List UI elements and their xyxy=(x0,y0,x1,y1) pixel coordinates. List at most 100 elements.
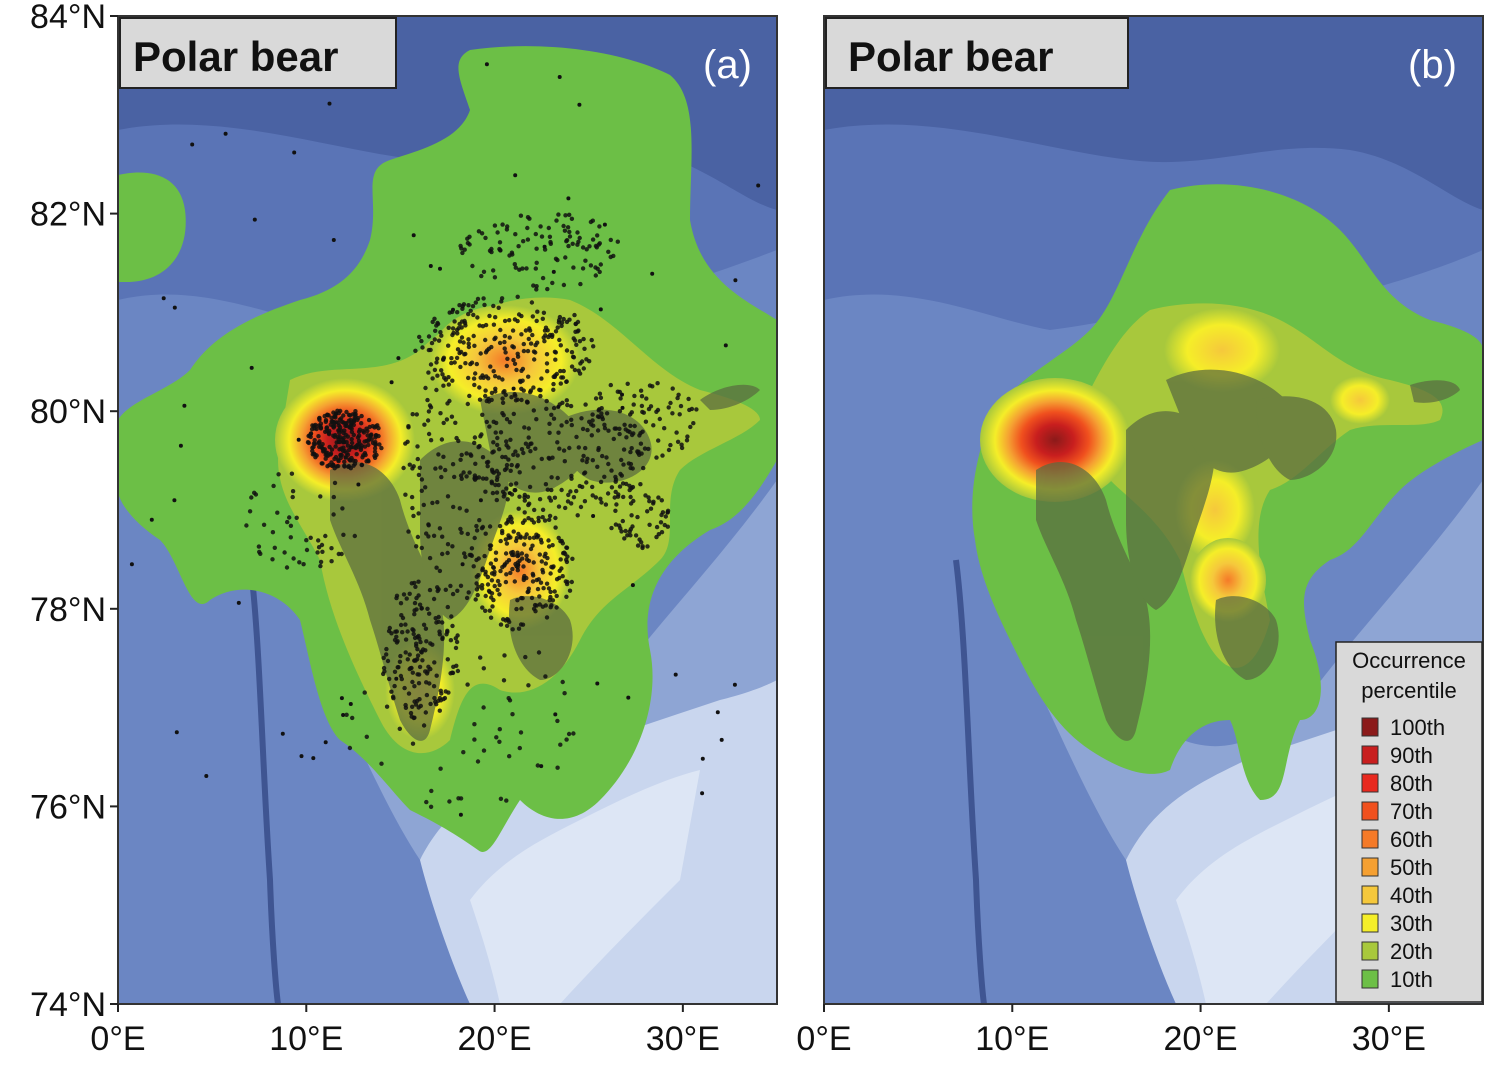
observation-point xyxy=(677,412,682,417)
observation-point xyxy=(515,318,520,324)
observation-point xyxy=(381,655,386,661)
observation-point xyxy=(574,488,579,494)
y-tick-label: 74°N xyxy=(30,986,106,1024)
observation-point xyxy=(472,535,477,541)
observation-point xyxy=(630,583,635,588)
observation-point xyxy=(337,417,342,422)
observation-point xyxy=(542,328,548,333)
observation-point xyxy=(520,266,525,271)
observation-point xyxy=(646,406,652,412)
observation-point xyxy=(392,683,397,689)
observation-point xyxy=(582,471,587,476)
observation-point xyxy=(526,683,531,688)
observation-point xyxy=(514,481,519,486)
observation-point xyxy=(513,538,519,544)
observation-point xyxy=(504,798,509,803)
observation-point xyxy=(438,330,443,335)
observation-point xyxy=(534,318,539,324)
observation-point xyxy=(440,372,445,377)
observation-point xyxy=(348,425,353,430)
observation-point xyxy=(569,216,575,221)
observation-point xyxy=(674,430,679,435)
observation-point xyxy=(425,397,430,403)
observation-point xyxy=(597,407,602,412)
observation-point xyxy=(527,484,533,490)
observation-point xyxy=(458,583,464,588)
observation-point xyxy=(430,376,435,381)
observation-point xyxy=(547,421,552,426)
observation-point xyxy=(415,534,421,540)
observation-point xyxy=(606,249,611,254)
observation-point xyxy=(651,423,656,428)
observation-point xyxy=(427,403,433,408)
observation-point xyxy=(365,428,370,434)
observation-point xyxy=(623,528,628,534)
observation-point xyxy=(403,492,408,497)
observation-point xyxy=(416,681,422,686)
observation-point xyxy=(379,761,384,766)
observation-point xyxy=(563,255,568,260)
observation-point xyxy=(460,250,465,256)
observation-point xyxy=(344,712,349,717)
observation-point xyxy=(463,351,468,357)
observation-point xyxy=(644,396,649,401)
observation-point xyxy=(532,357,537,362)
observation-point xyxy=(509,395,514,400)
observation-point xyxy=(249,495,254,500)
observation-point xyxy=(475,592,480,598)
observation-point xyxy=(497,240,503,245)
observation-point xyxy=(535,586,541,592)
observation-point xyxy=(306,433,311,439)
observation-point xyxy=(516,562,521,567)
observation-point xyxy=(424,680,429,685)
observation-point xyxy=(428,347,433,353)
observation-point xyxy=(564,348,570,353)
observation-point xyxy=(437,708,442,713)
observation-point xyxy=(558,557,563,562)
observation-point xyxy=(561,223,566,229)
observation-point xyxy=(403,702,408,708)
legend: Occurrence percentile 100th 90th 80th 70th 6… xyxy=(1335,641,1483,1003)
observation-point xyxy=(510,627,515,632)
observation-point xyxy=(619,457,624,463)
observation-point xyxy=(563,213,568,218)
observation-point xyxy=(510,344,515,349)
observation-point xyxy=(492,223,498,228)
observation-point xyxy=(571,731,576,736)
observation-point xyxy=(515,294,520,299)
observation-point xyxy=(466,303,471,308)
observation-point xyxy=(685,434,690,439)
observation-point xyxy=(403,637,409,642)
observation-point xyxy=(684,438,690,443)
panel-a-x-axis-ticks: 0°E 10°E 20°E 30°E xyxy=(90,1004,720,1058)
observation-point xyxy=(593,396,599,401)
observation-point xyxy=(282,550,287,555)
observation-point xyxy=(545,286,550,292)
observation-point xyxy=(433,699,438,704)
observation-point xyxy=(496,482,501,488)
observation-point xyxy=(497,727,502,732)
observation-point xyxy=(480,324,486,329)
observation-point xyxy=(432,695,437,701)
observation-point xyxy=(567,212,572,217)
observation-point xyxy=(417,602,423,607)
observation-point xyxy=(687,407,692,413)
observation-point xyxy=(491,419,496,424)
observation-point xyxy=(424,639,429,644)
observation-point xyxy=(540,515,545,520)
observation-point xyxy=(530,543,535,548)
observation-point xyxy=(236,600,241,605)
observation-point xyxy=(355,442,360,447)
observation-point xyxy=(472,473,478,478)
observation-point xyxy=(414,412,419,417)
observation-point xyxy=(443,377,448,382)
observation-point xyxy=(418,703,423,709)
observation-point xyxy=(597,269,602,275)
observation-point xyxy=(421,622,427,627)
observation-point xyxy=(341,713,346,717)
observation-point xyxy=(566,243,571,249)
observation-point xyxy=(502,339,507,345)
observation-point xyxy=(471,312,476,318)
observation-point xyxy=(453,645,459,651)
observation-point xyxy=(450,326,456,331)
